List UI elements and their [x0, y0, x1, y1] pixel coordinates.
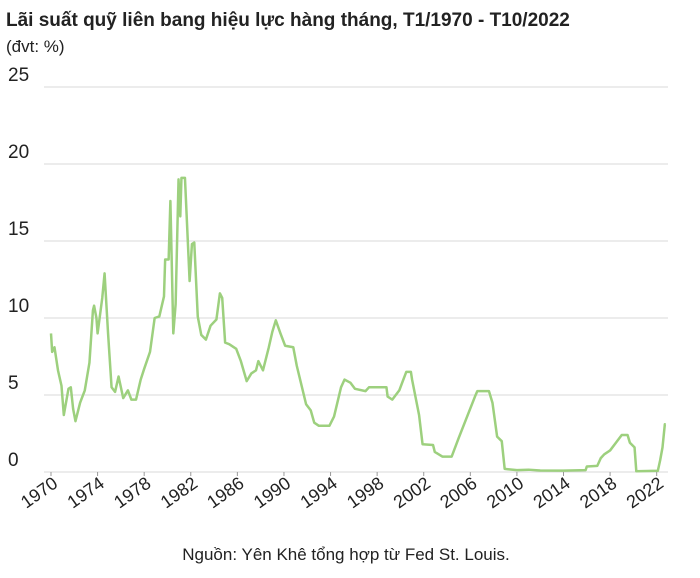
- y-tick-label: 25: [8, 65, 29, 86]
- source-note: Nguồn: Yên Khê tổng hợp từ Fed St. Louis…: [182, 545, 509, 564]
- x-tick-label: 1998: [343, 473, 387, 512]
- x-tick-label: 2022: [623, 473, 667, 512]
- x-tick-label: 1970: [17, 473, 61, 512]
- data-line: [49, 176, 667, 473]
- chart-subtitle: (đvt: %): [6, 37, 65, 56]
- x-tick-label: 1974: [64, 473, 108, 512]
- y-tick-label: 20: [8, 142, 29, 163]
- x-tick-label: 1978: [110, 473, 154, 512]
- x-tick-label: 2006: [436, 473, 480, 512]
- x-tick-label: 1982: [157, 473, 201, 512]
- x-tick-label: 2018: [576, 473, 620, 512]
- chart-title: Lãi suất quỹ liên bang hiệu lực hàng thá…: [6, 10, 570, 31]
- y-tick-label: 10: [8, 296, 29, 317]
- y-tick-label: 15: [8, 219, 29, 240]
- x-tick-label: 1986: [203, 473, 247, 512]
- x-tick-label: 2002: [390, 473, 434, 512]
- x-tick-label: 1994: [297, 473, 341, 512]
- x-tick-label: 2010: [483, 473, 527, 512]
- y-tick-label: 5: [8, 373, 19, 394]
- x-tick-label: 1990: [250, 473, 294, 512]
- x-tick-label: 2014: [530, 473, 574, 512]
- y-tick-label: 0: [8, 450, 19, 471]
